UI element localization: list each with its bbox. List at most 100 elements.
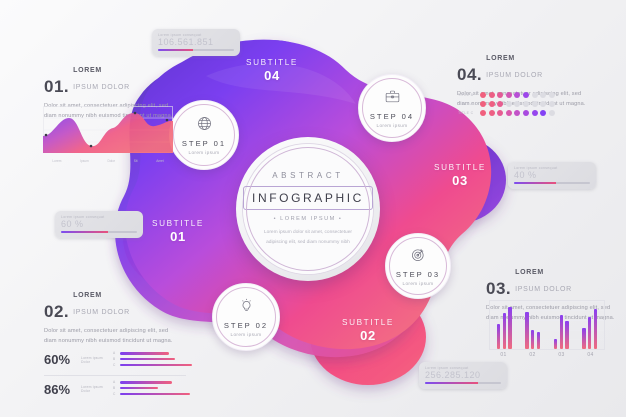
badge-r-caption: Lorem ipsum consequat <box>514 166 558 170</box>
stat-86-cap1: Lorem ipsum <box>81 384 103 389</box>
metric-badge-bottom-right[interactable]: Lorem ipsum consequat 256.285.120 <box>419 362 507 389</box>
step-02-ring <box>216 287 276 347</box>
section-04-number: 04. <box>457 64 483 84</box>
badge-l-value: 60 % <box>61 219 84 229</box>
stat-60-bar-c: C <box>113 363 192 367</box>
dot <box>480 110 486 117</box>
stat-86-cap2: Dolor <box>81 389 91 394</box>
dot <box>514 92 521 98</box>
section-02-head1: LOREM <box>73 292 102 299</box>
section-03-number: 03. <box>486 278 512 298</box>
dot <box>531 92 538 98</box>
subtitle-02-number: 02 <box>360 328 376 343</box>
stat-86-key-a: A <box>113 380 116 385</box>
section-04-heading: 04. LOREM IPSUM DOLOR <box>457 48 605 83</box>
badge-l-caption: Lorem ipsum consequat <box>61 215 105 219</box>
stat-60-cap2: Dolor <box>81 359 91 364</box>
section-02-head2: IPSUM DOLOR <box>73 308 130 316</box>
badge-tl-progress <box>158 49 234 51</box>
stat-row-60: 60% Lorem ipsum Dolor A B C <box>44 351 192 368</box>
section-02-number: 02. <box>44 301 70 321</box>
bar-x-0: 01 <box>500 352 507 358</box>
dot <box>540 110 547 117</box>
bar-chart-03: 01 02 03 04 <box>489 300 605 362</box>
dot-row-label-c: TITLE C <box>458 111 474 116</box>
dot <box>480 92 486 98</box>
dot <box>531 110 538 117</box>
dot <box>497 110 504 117</box>
dot <box>522 101 529 108</box>
stat-86-key-b: B <box>113 386 116 391</box>
dot <box>522 92 529 98</box>
section-04-head1: LOREM <box>486 55 515 62</box>
section-01-number: 01. <box>44 76 70 96</box>
stat-60-bar-b: B <box>113 357 192 361</box>
stat-60-key-b: B <box>113 357 116 362</box>
section-01: 01. LOREM IPSUM DOLOR Dolor sit amet, co… <box>44 60 184 121</box>
step-card-04[interactable]: STEP 04 Lorem ipsum <box>358 74 426 142</box>
dot <box>505 110 512 117</box>
area-x-3: Sit <box>133 159 138 163</box>
subtitle-01-label: SUBTITLE <box>152 219 204 228</box>
metric-badge-right[interactable]: Lorem ipsum consequat 40 % <box>508 162 596 189</box>
dot-row-label-a: TITLE A <box>458 102 474 107</box>
stat-86-bar-b: B <box>113 386 192 390</box>
area-chart-01: Lorem Ipsum Dolor Sit Amet <box>43 106 173 163</box>
step-card-01[interactable]: STEP 01 Lorem ipsum <box>169 100 239 170</box>
subtitle-01-number: 01 <box>170 229 186 244</box>
dot <box>497 101 504 108</box>
dot <box>497 92 504 98</box>
bar-group <box>496 301 512 349</box>
dot <box>505 101 512 108</box>
dot <box>514 110 521 117</box>
subtitle-02-label: SUBTITLE <box>342 318 394 327</box>
dot-matrix-04: TITLE B TITLE A TITLE C <box>458 92 557 120</box>
section-04-head2: IPSUM DOLOR <box>486 71 543 79</box>
bar-group <box>582 301 598 349</box>
section-02-heading: 02. LOREM IPSUM DOLOR <box>44 285 192 320</box>
center-medallion: ABSTRACT INFOGRAPHIC • LOREM IPSUM • Lor… <box>236 137 380 281</box>
area-x-2: Dolor <box>107 159 116 163</box>
step-card-03[interactable]: STEP 03 Lorem ipsum <box>385 233 451 299</box>
step-card-02[interactable]: STEP 02 Lorem ipsum <box>212 283 280 351</box>
dot <box>488 101 495 108</box>
stat-86-key-c: C <box>113 391 116 396</box>
bar-chart-03-plot <box>489 300 605 350</box>
section-03-head2: IPSUM DOLOR <box>515 285 572 293</box>
area-chart-01-xlabels: Lorem Ipsum Dolor Sit Amet <box>43 159 173 163</box>
bar-x-2: 03 <box>558 352 565 358</box>
badge-r-value: 40 % <box>514 170 537 180</box>
metric-badge-top-left[interactable]: Lorem ipsum consequat 106.561.851 <box>152 29 240 56</box>
bar-x-1: 02 <box>529 352 536 358</box>
area-chart-01-svg <box>43 106 173 153</box>
section-01-head2: IPSUM DOLOR <box>73 83 130 91</box>
stat-60-value: 60% <box>44 352 71 368</box>
section-02-body: Dolor sit amet, consectetuer adipiscing … <box>44 327 173 344</box>
subtitle-02: SUBTITLE 02 <box>329 318 407 343</box>
subtitle-03-label: SUBTITLE <box>434 163 486 172</box>
area-x-0: Lorem <box>52 159 62 163</box>
dot <box>505 92 512 98</box>
stat-divider <box>44 374 186 376</box>
blob-highlight <box>206 63 356 104</box>
stat-60-key-c: C <box>113 362 116 367</box>
dot <box>488 92 495 98</box>
subtitle-01: SUBTITLE 01 <box>140 219 216 244</box>
badge-tl-caption: Lorem ipsum consequat <box>158 33 202 37</box>
stat-86-bar-a: A <box>113 380 192 384</box>
dot <box>531 101 538 108</box>
metric-badge-left[interactable]: Lorem ipsum consequat 60 % <box>55 211 143 238</box>
badge-l-progress <box>61 231 137 233</box>
section-03-head1: LOREM <box>515 269 544 276</box>
dot <box>488 110 495 117</box>
dot <box>480 101 486 108</box>
stat-row-86: 86% Lorem ipsum Dolor A B C <box>44 380 192 397</box>
subtitle-03-number: 03 <box>452 173 468 188</box>
badge-br-caption: Lorem ipsum consequat <box>425 366 469 370</box>
stat-86-value: 86% <box>44 381 71 397</box>
section-02: 02. LOREM IPSUM DOLOR Dolor sit amet, co… <box>44 285 192 398</box>
bar-chart-03-xlabels: 01 02 03 04 <box>489 352 605 358</box>
dot <box>540 101 547 108</box>
section-01-heading: 01. LOREM IPSUM DOLOR <box>44 60 184 95</box>
